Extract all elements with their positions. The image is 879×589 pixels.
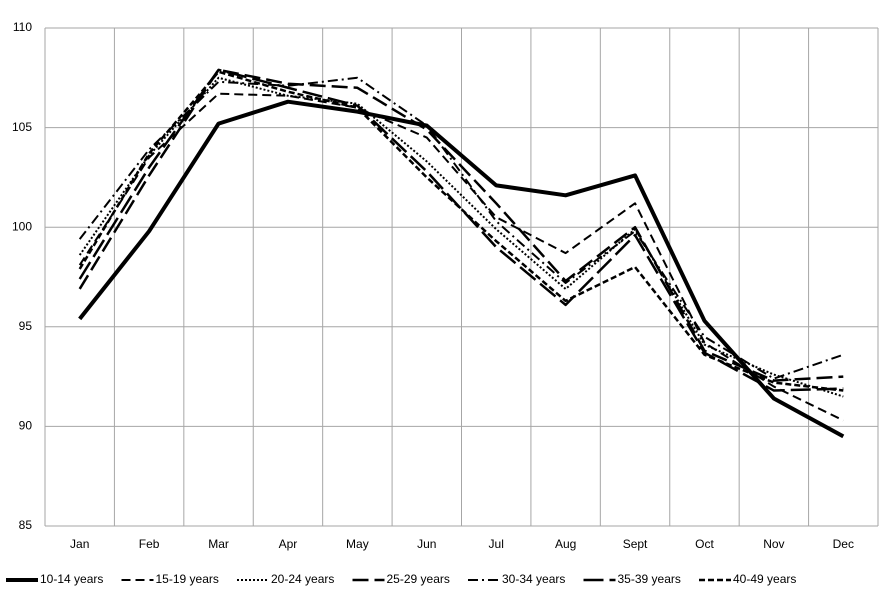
- legend-label: 30-34 years: [502, 572, 565, 586]
- x-tick-label: Aug: [555, 537, 576, 551]
- x-tick-label: May: [346, 537, 369, 551]
- legend-label: 20-24 years: [271, 572, 334, 586]
- legend-label: 15-19 years: [156, 572, 219, 586]
- y-tick-label: 90: [19, 419, 33, 433]
- y-tick-label: 110: [13, 20, 32, 34]
- x-tick-label: Jan: [70, 537, 89, 551]
- legend-label: 25-29 years: [387, 572, 450, 586]
- x-tick-label: Oct: [695, 537, 714, 551]
- x-tick-label: Nov: [763, 537, 784, 551]
- y-tick-label: 105: [12, 120, 32, 134]
- x-tick-label: Dec: [833, 537, 854, 551]
- y-tick-label: 85: [19, 518, 33, 532]
- legend-label: 10-14 years: [40, 572, 103, 586]
- y-tick-label: 100: [12, 219, 32, 233]
- x-tick-label: Sept: [623, 537, 648, 551]
- y-tick-label: 95: [19, 319, 33, 333]
- x-tick-label: Feb: [139, 537, 160, 551]
- legend-label: 35-39 years: [618, 572, 681, 586]
- series-line: [78, 76, 844, 398]
- series-line: [78, 76, 844, 380]
- series-line: [78, 99, 845, 439]
- x-tick-label: Mar: [208, 537, 229, 551]
- x-tick-label: Jun: [417, 537, 436, 551]
- x-tick-label: Apr: [279, 537, 298, 551]
- legend-label: 40-49 years: [733, 572, 796, 586]
- x-tick-label: Jul: [489, 537, 504, 551]
- series-line: [78, 68, 844, 382]
